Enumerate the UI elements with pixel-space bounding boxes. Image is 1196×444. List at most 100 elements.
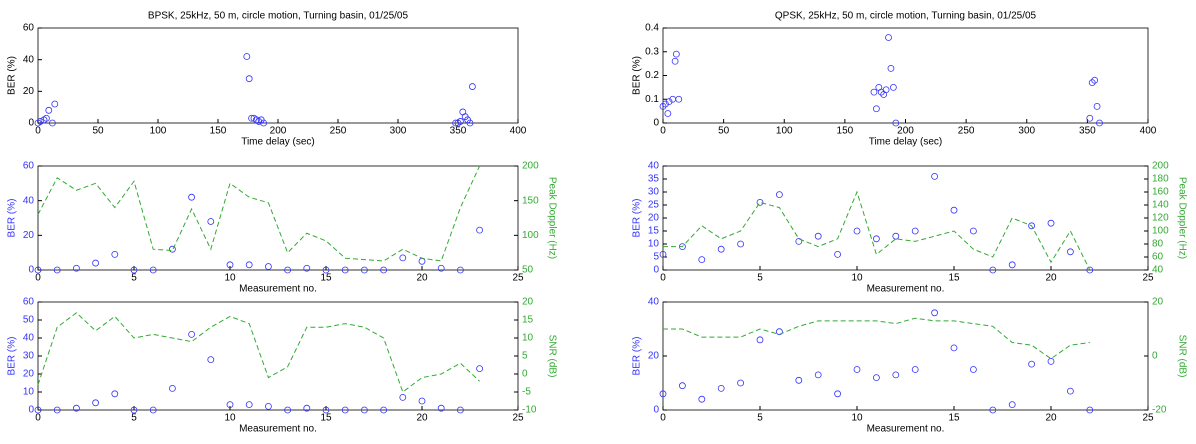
x-tick-label: 15 [948,273,960,284]
point [168,245,176,253]
y-tick-label: 60 [23,161,35,172]
point [665,98,673,106]
y-axis-label: BER (%) [632,56,643,95]
y-tick-label: 0 [28,118,34,129]
point [418,257,426,265]
point [34,266,42,274]
y2-tick-label: 100 [522,230,539,241]
x-tick-label: 20 [416,413,428,424]
x-tick-label: 350 [450,126,467,137]
x-tick-label: 10 [224,413,236,424]
x-tick-label: 300 [390,126,407,137]
y2-axis-label: Peak Doppler (Hz) [1176,177,1187,259]
point [399,254,407,262]
x-tick-label: 10 [851,413,863,424]
x-tick-label: 5 [131,273,137,284]
y2-tick-label: 200 [1152,161,1169,172]
point [931,172,938,180]
point [662,100,669,108]
y2-tick-label: 150 [522,195,539,206]
point [679,382,686,390]
chart-title: QPSK, 25kHz, 50 m, circle motion, Turnin… [775,11,1037,22]
point [456,406,464,414]
x-tick-label: 0 [35,126,41,137]
y2-tick-label: 0 [1152,351,1158,362]
point [322,266,330,274]
y2-axis-label: Peak Doppler (Hz) [546,177,557,259]
point [418,397,426,405]
point [92,259,99,267]
x-tick-label: 20 [1045,273,1057,284]
point [931,309,938,317]
point [834,250,841,258]
point [737,240,744,248]
y-tick-label: 20 [23,230,35,241]
point [873,105,880,113]
point [659,250,667,258]
axes-box [37,301,519,411]
point [950,206,958,214]
y2-tick-label: 40 [1152,265,1164,276]
axes-box [37,165,519,271]
y2-tick-label: -20 [1152,405,1167,416]
y-tick-label: 30 [648,187,660,198]
point [970,227,977,235]
point [1086,406,1094,414]
point [814,371,822,379]
x-tick-label: 0 [35,273,41,284]
point [834,390,841,398]
point [130,266,138,274]
point [168,384,176,392]
point [456,266,464,274]
point [717,384,725,392]
y-tick-label: 40 [648,297,660,308]
y-tick-label: 0 [653,265,659,276]
point [853,366,861,373]
x-tick-label: 200 [270,126,287,137]
point [476,365,484,373]
x-tick-label: 20 [416,273,428,284]
y-tick-label: 15 [648,226,660,237]
point [1047,219,1055,227]
point [1067,387,1074,395]
y2-tick-label: 15 [522,315,534,326]
x-tick-label: 0 [660,126,666,137]
x-tick-label: 100 [150,126,167,137]
y-tick-label: 50 [23,315,35,326]
point [950,344,958,352]
x-tick-label: 250 [330,126,347,137]
point [360,266,368,274]
y-tick-label: 0.4 [645,23,659,34]
x-axis-label: Measurement no. [239,284,317,295]
point [45,106,53,114]
x-tick-label: 10 [851,273,863,284]
point [43,114,50,122]
point [664,110,672,117]
y2-tick-label: 180 [1152,174,1169,185]
x-tick-label: 25 [512,273,524,284]
y2-tick-label: -10 [522,405,537,416]
point [437,264,445,272]
point [1088,79,1096,87]
point [911,366,919,373]
y-axis-label: BER (%) [7,337,18,376]
point [756,198,764,206]
y-tick-label: 0 [28,265,34,276]
point [1091,76,1099,84]
y-tick-label: 0.3 [645,46,659,57]
point [970,366,977,373]
y2-tick-label: 50 [522,265,534,276]
point [776,191,783,199]
x-tick-label: 5 [131,413,137,424]
y2-axis-label: SNR (dB) [546,335,557,378]
point [853,227,861,235]
point [49,119,56,127]
x-tick-label: 15 [320,413,332,424]
point [1028,360,1035,368]
x-tick-label: 10 [224,273,236,284]
y2-tick-label: 120 [1152,213,1169,224]
point [322,406,330,414]
y-tick-label: 10 [23,387,35,398]
